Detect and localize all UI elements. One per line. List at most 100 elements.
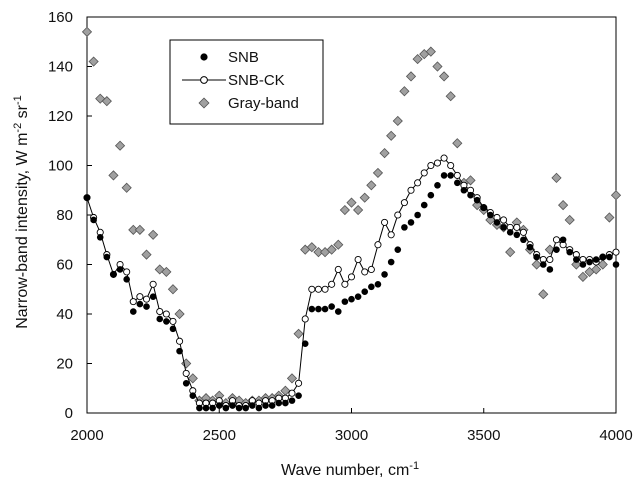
data-point-snb [368,283,375,291]
y-tick-label: 160 [48,9,73,26]
data-point-snb [83,194,91,201]
data-point-gray-band [286,373,298,384]
data-point-snb-ck [169,317,177,325]
data-point-snb-ck [288,389,296,397]
data-point-snb [480,204,488,211]
data-point-snb-ck [552,236,561,244]
data-point-snb-ck [414,179,422,187]
data-point-snb [275,399,283,407]
data-point-snb [566,248,574,256]
data-point-snb [526,243,534,251]
data-point-snb [295,392,302,399]
data-point-snb [533,253,540,261]
x-tick-label: 3000 [335,427,368,444]
data-point-snb [539,261,547,268]
legend-label-snb: SNB [228,49,259,66]
data-point-snb-ck [162,310,170,318]
y-tick-label: 120 [48,108,73,125]
data-point-snb [599,253,607,261]
data-point-snb [414,211,421,219]
data-point-snb [328,303,335,310]
data-point-snb [215,402,223,409]
data-point-snb-ck [136,293,144,301]
data-point-snb [143,303,150,310]
data-point-snb [116,266,124,273]
data-point-snb [434,182,441,189]
data-point-gray-band [597,259,608,270]
data-point-snb [579,261,587,268]
data-point-gray-band [353,204,364,216]
data-point-snb [209,404,216,412]
data-point-snb [559,236,567,244]
data-point-gray-band [333,239,344,250]
data-point-gray-band [505,247,516,258]
data-point-snb-ck [142,295,151,303]
data-point-snb-ck [361,268,369,276]
data-point-gray-band [174,308,185,320]
data-point-gray-band [538,289,549,300]
data-point-gray-band [280,385,291,396]
legend-box [169,39,324,125]
data-point-gray-band [293,328,304,339]
data-point-snb-ck [513,223,521,231]
data-point-gray-band [551,172,562,183]
data-point-snb-ck [447,161,455,170]
data-point-snb [454,179,461,187]
data-point-gray-band [346,197,357,208]
data-point-gray-band [571,259,582,270]
data-point-snb [308,305,316,313]
data-point-snb [553,246,560,253]
x-axis-label: Wave number, cm-1 [281,460,419,479]
data-point-gray-band [472,200,483,211]
data-point-gray-band [591,264,602,275]
data-point-gray-band [306,242,317,253]
data-point-gray-band [108,170,119,181]
data-point-snb-ck [156,307,164,316]
data-point-gray-band [121,182,132,193]
data-point-snb [315,305,322,313]
data-point-snb-ck [301,315,309,323]
data-point-snb-ck [440,154,448,162]
data-point-gray-band [399,86,410,97]
data-point-snb [341,298,349,305]
data-point-gray-band [558,200,569,211]
data-point-snb [520,236,527,244]
data-point-gray-band [432,61,443,72]
x-tick-label: 2000 [70,427,103,444]
series-gray-band [81,26,622,409]
data-point-snb [612,261,620,268]
series-snb [83,172,620,412]
data-point-gray-band [531,259,542,270]
data-point-snb [606,253,613,261]
data-point-gray-band [372,167,384,179]
data-point-gray-band [134,224,145,235]
data-point-snb-ck [427,161,435,170]
plot-frame [86,16,617,414]
data-point-snb-ck [176,337,184,345]
data-point-snb [487,211,494,219]
data-point-snb-ck [546,255,554,264]
data-point-gray-band [577,271,589,282]
y-tick-label: 0 [65,405,73,422]
data-point-snb-ck [394,211,402,219]
data-point-snb [156,315,164,323]
data-point-snb [420,201,428,209]
data-point-gray-band [187,373,198,384]
data-point-gray-band [425,46,436,57]
legend-label-snb-ck: SNB-CK [228,72,285,89]
data-point-snb-ck [354,255,362,264]
data-point-snb [123,276,130,283]
data-point-snb-ck [453,171,461,179]
data-point-snb-ck [367,265,375,274]
data-point-snb-ck [374,241,382,249]
data-point-gray-band [465,175,476,186]
data-point-snb-ck [433,159,442,167]
data-point-snb-ck [519,228,527,236]
data-point-snb [229,402,236,409]
data-point-snb-ck [149,280,157,288]
legend-entry-gray-band: Gray-band [198,95,299,112]
legend-label-gray-band: Gray-band [228,95,299,112]
data-point-snb [262,402,269,409]
data-point-snb [354,293,362,300]
data-point-snb-ck [420,169,428,177]
